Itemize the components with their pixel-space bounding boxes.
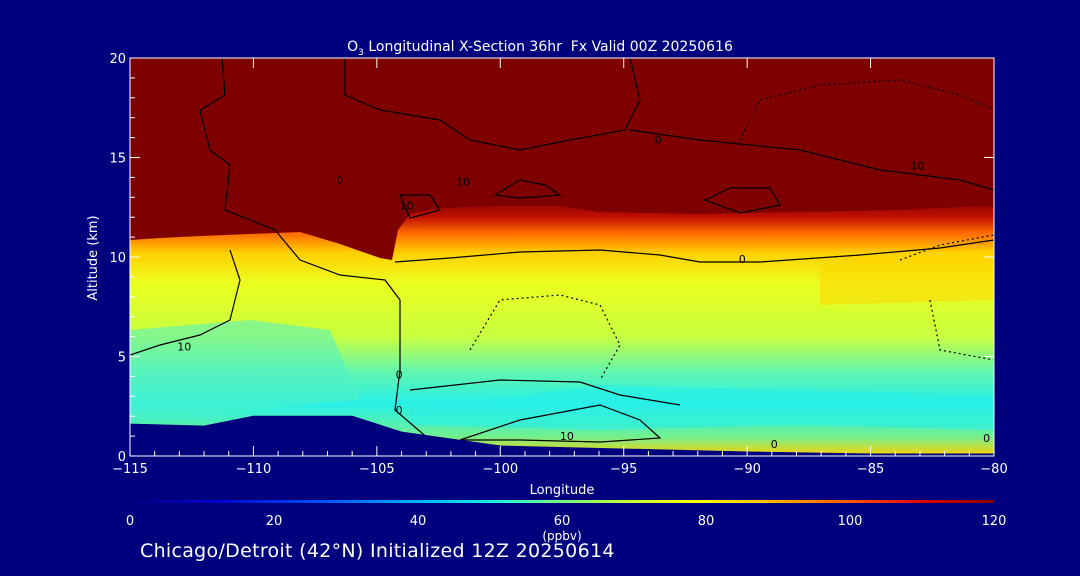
y-axis-label: Altitude (km) [86,215,101,300]
x-tick-label: −95 [610,462,637,477]
contour-label: 0 [396,368,403,381]
contour-lines [130,58,994,443]
colorbar-tick-label: 0 [126,514,134,529]
ozone-cyan-band [410,385,994,430]
y-tick-label: 5 [118,351,126,366]
contour-line-surface-loop [409,379,681,406]
contour-line-0 [199,58,431,441]
x-tick-label: −115 [112,462,148,477]
colorbar-tick-label: 80 [698,514,715,529]
contour-label: 10 [456,175,470,188]
contour-line-east-loop [703,187,781,214]
terrain [130,415,994,456]
plot-area [130,58,994,456]
contour-label: 0 [655,134,662,147]
contour-line-0-east [629,129,994,191]
ozone-low-tongue [130,320,360,420]
colorbar-tick-label: 60 [554,514,571,529]
contour-line-0-mid [394,239,994,263]
chart-title: O3 Longitudinal X-Section 36hr Fx Valid … [347,39,733,58]
contour-line-dotted-mid [469,294,621,381]
x-tick-label: −100 [482,462,518,477]
colorbar [130,500,994,503]
contour-label: 10 [910,159,924,172]
contour-label: 10 [399,199,413,212]
y-tick-label: 0 [118,450,126,465]
contour-labels: 0 10 10 0 10 0 10 0 0 10 0 0 [177,134,990,451]
x-tick-label: −85 [857,462,884,477]
x-tick-label: −105 [359,462,395,477]
contour-label: 0 [771,438,778,451]
contour-label: 0 [396,404,403,417]
colorbar-ticks: 0 20 40 60 80 100 120 [126,514,1007,529]
contour-label: 0 [983,432,990,445]
contour-label: 10 [560,430,574,443]
contour-label: 0 [336,173,343,186]
y-tick-label: 15 [109,152,126,167]
colorbar-tick-label: 120 [982,514,1007,529]
contour-line-low-loop [459,404,662,443]
run-info-caption: Chicago/Detroit (42°N) Initialized 12Z 2… [140,540,615,562]
contour-line-blob [493,179,562,199]
contour-line-dotted-east [739,79,994,141]
contour-label: 0 [739,253,746,266]
stratosphere-boundary [130,58,994,260]
x-tick-label: −110 [236,462,272,477]
y-tick-label: 20 [109,52,126,67]
contour-line-0-upper [344,58,641,151]
contour-line-upper-loop [399,194,441,219]
y-axis: 0 5 10 15 20 [109,52,994,465]
contour-line-dotted-right [899,234,994,361]
x-tick-label: −90 [733,462,760,477]
colorbar-tick-label: 40 [410,514,427,529]
x-tick-label: −80 [980,462,1007,477]
contour-line-10 [130,249,241,356]
colorbar-units: (ppbv) [542,529,581,543]
ozone-yellow-band [820,250,994,305]
colorbar-tick-label: 100 [838,514,863,529]
x-axis-label: Longitude [530,483,595,498]
colorbar-tick-label: 20 [266,514,283,529]
y-tick-label: 10 [109,251,126,266]
x-axis: −115 −110 −105 −100 −95 −90 −85 −80 [112,58,1008,477]
contour-label: 10 [177,341,191,354]
